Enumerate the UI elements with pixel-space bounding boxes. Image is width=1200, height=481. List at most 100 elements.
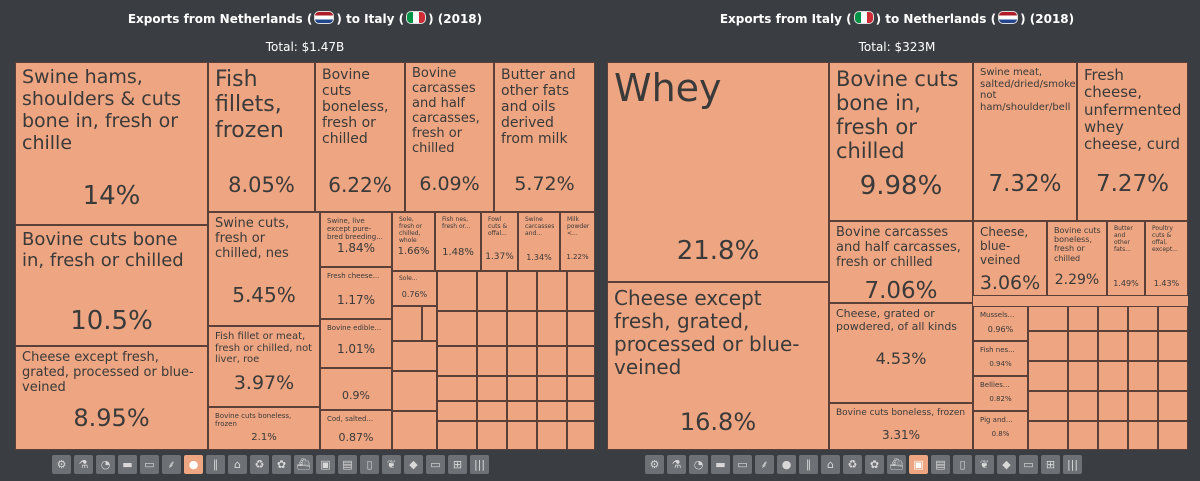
treemap-tile[interactable]: Bovine cuts bone in, fresh or chilled 10.… — [15, 225, 208, 346]
treemap-tile-minor[interactable] — [537, 311, 567, 346]
recycle-icon[interactable]: ♻ — [250, 455, 269, 474]
treemap-tile-minor[interactable] — [1098, 361, 1128, 391]
road-icon[interactable]: ∥ — [206, 455, 225, 474]
treemap-tile-minor[interactable] — [477, 311, 507, 346]
box-icon[interactable]: ▣ — [316, 455, 335, 474]
treemap-tile[interactable]: Whey 21.8% — [607, 62, 829, 282]
treemap-tile[interactable]: Swine cuts, fresh or chilled, nes 5.45% — [208, 212, 320, 326]
treemap-tile-minor[interactable] — [567, 271, 595, 311]
treemap-tile-minor[interactable] — [537, 421, 567, 450]
treemap-tile-minor[interactable] — [1158, 421, 1188, 450]
treemap-tile[interactable]: Butter and other fats and oils derived f… — [494, 62, 595, 212]
treemap-tile-minor[interactable] — [1158, 306, 1188, 331]
treemap-tile[interactable]: Fish nes... 0.94% — [973, 341, 1028, 376]
treemap-tile-minor[interactable] — [392, 371, 437, 411]
treemap-tile[interactable]: Swine meat, salted/dried/smoked not ham/… — [973, 62, 1077, 221]
treemap-tile[interactable]: Bovine cuts boneless, frozen 2.1% — [208, 407, 320, 450]
treemap-tile[interactable]: Sole, fresh or chilled, whole 1.66% — [392, 212, 435, 271]
treemap-tile-minor[interactable] — [537, 346, 567, 376]
treemap-tile[interactable]: Cheese, grated or powdered, of all kinds… — [829, 303, 973, 403]
box-icon[interactable]: ▣ — [909, 455, 928, 474]
gear-icon[interactable]: ⚙ — [52, 455, 71, 474]
treemap-tile-minor[interactable] — [477, 421, 507, 450]
treemap-tile-minor[interactable] — [507, 421, 537, 450]
treemap-tile-minor[interactable] — [1068, 391, 1098, 421]
treemap-tile-minor[interactable] — [507, 311, 537, 346]
treemap-tile[interactable]: Swine hams, shoulders & cuts bone in, fr… — [15, 62, 208, 225]
treemap-tile[interactable]: Bellies... 0.82% — [973, 376, 1028, 411]
gauge-icon[interactable]: ◔ — [689, 455, 708, 474]
cart-icon[interactable]: ⊞ — [448, 455, 467, 474]
diamond-icon[interactable]: ◆ — [997, 455, 1016, 474]
treemap-tile[interactable]: Cheese, blue-veined 3.06% — [973, 221, 1047, 296]
treemap-tile-minor[interactable] — [507, 401, 537, 421]
treemap-tile-minor[interactable] — [1158, 361, 1188, 391]
car-icon[interactable]: ▭ — [1019, 455, 1038, 474]
hide-icon[interactable]: ✿ — [272, 455, 291, 474]
treemap-tile[interactable]: Bovine carcasses and half carcasses, fre… — [405, 62, 494, 212]
treemap-tile-minor[interactable] — [437, 346, 477, 376]
treemap-tile-minor[interactable] — [1068, 306, 1098, 331]
treemap-tile-minor[interactable] — [437, 401, 477, 421]
gauge-icon[interactable]: ◔ — [96, 455, 115, 474]
treemap-tile-minor[interactable] — [392, 306, 422, 341]
leaf-icon[interactable]: ❦ — [975, 455, 994, 474]
apple-icon[interactable]: ● — [777, 455, 796, 474]
treemap-tile-minor[interactable] — [437, 271, 477, 311]
treemap-tile[interactable]: Bovine cuts boneless, fresh or chilled 6.… — [315, 62, 405, 212]
treemap-tile[interactable]: Mussels... 0.96% — [973, 306, 1028, 341]
treemap-tile-minor[interactable] — [1098, 391, 1128, 421]
treemap-tile[interactable]: Butter and other fats... 1.49% — [1107, 221, 1145, 296]
apple-icon[interactable]: ● — [184, 455, 203, 474]
treemap-tile-minor[interactable] — [1128, 391, 1158, 421]
bars-icon[interactable]: ||| — [1063, 455, 1082, 474]
treemap-tile[interactable]: Fresh cheese... 1.17% — [320, 267, 392, 319]
hide-icon[interactable]: ✿ — [865, 455, 884, 474]
treemap-tile-minor[interactable] — [1158, 391, 1188, 421]
shirt-icon[interactable]: ⌂ — [821, 455, 840, 474]
wheat-icon[interactable]: ⸙ — [162, 455, 181, 474]
treemap-tile[interactable]: Cheese except fresh, grated, processed o… — [607, 282, 829, 450]
bottle-icon[interactable]: ▯ — [953, 455, 972, 474]
car-icon[interactable]: ▭ — [426, 455, 445, 474]
treemap-tile[interactable]: Poultry cuts & offal, except... 1.43% — [1145, 221, 1188, 296]
treemap-tile-minor[interactable] — [392, 411, 437, 450]
treemap-tile-minor[interactable] — [507, 346, 537, 376]
leaf-icon[interactable]: ❦ — [382, 455, 401, 474]
treemap-tile-minor[interactable] — [1128, 361, 1158, 391]
treemap-tile[interactable]: Fish fillet or meat, fresh or chilled, n… — [208, 326, 320, 407]
treemap-tile[interactable]: Sole... 0.76% — [392, 271, 437, 306]
treemap-tile-minor[interactable] — [1028, 331, 1068, 361]
treemap-tile[interactable]: Fish fillets, frozen 8.05% — [208, 62, 315, 212]
document-icon[interactable]: ▤ — [338, 455, 357, 474]
treemap-tile-minor[interactable] — [1068, 421, 1098, 450]
treemap-tile-minor[interactable] — [392, 341, 437, 371]
flask-icon[interactable]: ⚗ — [74, 455, 93, 474]
shoe-icon[interactable]: ▭ — [733, 455, 752, 474]
document-icon[interactable]: ▤ — [931, 455, 950, 474]
treemap-tile[interactable]: Swine carcasses and... 1.34% — [518, 212, 560, 271]
treemap-tile[interactable]: Bovine carcasses and half carcasses, fre… — [829, 221, 973, 303]
treemap-tile[interactable]: Milk powder <... 1.22% — [560, 212, 595, 271]
treemap-tile-minor[interactable] — [1028, 361, 1068, 391]
wheat-icon[interactable]: ⸙ — [755, 455, 774, 474]
treemap-tile-minor[interactable] — [507, 376, 537, 401]
recycle-icon[interactable]: ♻ — [843, 455, 862, 474]
treemap-tile-minor[interactable] — [567, 376, 595, 401]
treemap-tile-minor[interactable] — [1068, 361, 1098, 391]
treemap-tile-minor[interactable] — [567, 311, 595, 346]
treemap-tile[interactable]: Fresh cheese, unfermented whey cheese, c… — [1077, 62, 1188, 221]
treemap-tile[interactable]: Cod, salted... 0.87% — [320, 410, 392, 450]
treemap-tile-minor[interactable] — [1028, 306, 1068, 331]
treemap-tile-minor[interactable] — [537, 376, 567, 401]
treemap-tile-minor[interactable] — [507, 271, 537, 311]
treemap-tile-minor[interactable] — [1098, 331, 1128, 361]
treemap-tile-minor[interactable] — [422, 306, 437, 341]
gear-icon[interactable]: ⚙ — [645, 455, 664, 474]
treemap-tile-minor[interactable] — [1028, 391, 1068, 421]
shirt-icon[interactable]: ⌂ — [228, 455, 247, 474]
treemap-tile[interactable]: Fowl cuts & offal... 1.37% — [481, 212, 518, 271]
cart-icon[interactable]: ⊞ — [1041, 455, 1060, 474]
treemap-tile-minor[interactable] — [1098, 306, 1128, 331]
treemap-tile-minor[interactable] — [567, 346, 595, 376]
